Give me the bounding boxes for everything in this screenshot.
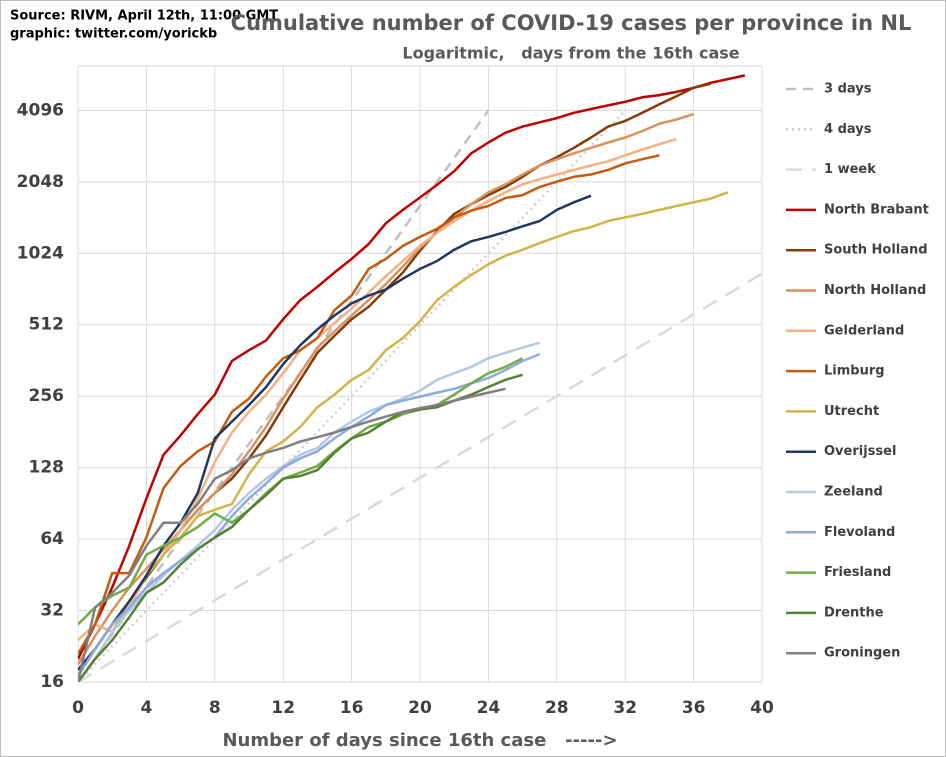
y-tick-label: 256	[29, 386, 65, 406]
source: Source: RIVM, April 12th, 11:00 GMT	[10, 9, 278, 24]
credit: graphic: twitter.com/yorickb	[10, 27, 217, 42]
reference-line	[78, 109, 490, 682]
legend-label: Friesland	[824, 565, 891, 580]
legend-label: Limburg	[824, 364, 885, 379]
series-line	[78, 154, 660, 655]
legend-label: North Holland	[824, 283, 926, 298]
y-tick-label: 512	[29, 315, 65, 335]
y-tick-label: 2048	[17, 172, 64, 192]
y-tick-label: 16	[40, 672, 64, 692]
y-tick-label: 4096	[17, 100, 64, 120]
y-tick-label: 32	[40, 601, 64, 621]
x-tick-label: 36	[682, 698, 706, 718]
legend-label: Zeeland	[824, 485, 883, 500]
legend-label: Groningen	[824, 646, 900, 661]
reference-line	[78, 272, 762, 682]
legend-label: Flevoland	[824, 525, 895, 540]
x-tick-label: 12	[271, 698, 295, 718]
y-tick-label: 128	[29, 458, 65, 478]
series-line	[78, 137, 677, 642]
series-line	[78, 387, 506, 682]
x-tick-label: 0	[72, 698, 84, 718]
chart-subtitle: Logaritmic, days from the 16th case	[402, 44, 739, 63]
legend-label: 4 days	[824, 122, 872, 137]
x-tick-label: 40	[750, 698, 774, 718]
x-axis-label: Number of days since 16th case ----->	[222, 730, 617, 751]
x-tick-label: 16	[340, 698, 364, 718]
x-tick-label: 20	[408, 698, 432, 718]
y-tick-label: 64	[40, 529, 64, 549]
legend-label: Overijssel	[824, 444, 896, 459]
x-tick-label: 28	[545, 698, 569, 718]
series-line	[78, 357, 524, 626]
legend-label: Drenthe	[824, 605, 884, 620]
legend-label: 3 days	[824, 82, 872, 97]
legend-label: North Brabant	[824, 202, 929, 217]
series-line	[78, 341, 541, 682]
y-tick-label: 1024	[17, 243, 64, 263]
x-tick-label: 32	[613, 698, 637, 718]
series-line	[78, 352, 541, 677]
x-tick-label: 24	[477, 698, 501, 718]
x-tick-label: 8	[209, 698, 221, 718]
series-line	[78, 74, 746, 660]
legend-label: Gelderland	[824, 323, 904, 338]
series-line	[78, 191, 729, 682]
chart-title: Cumulative number of COVID-19 cases per …	[231, 11, 912, 35]
legend-label: Utrecht	[824, 404, 879, 419]
x-tick-label: 4	[140, 698, 152, 718]
legend-label: 1 week	[824, 162, 876, 177]
legend-label: South Holland	[824, 243, 928, 258]
